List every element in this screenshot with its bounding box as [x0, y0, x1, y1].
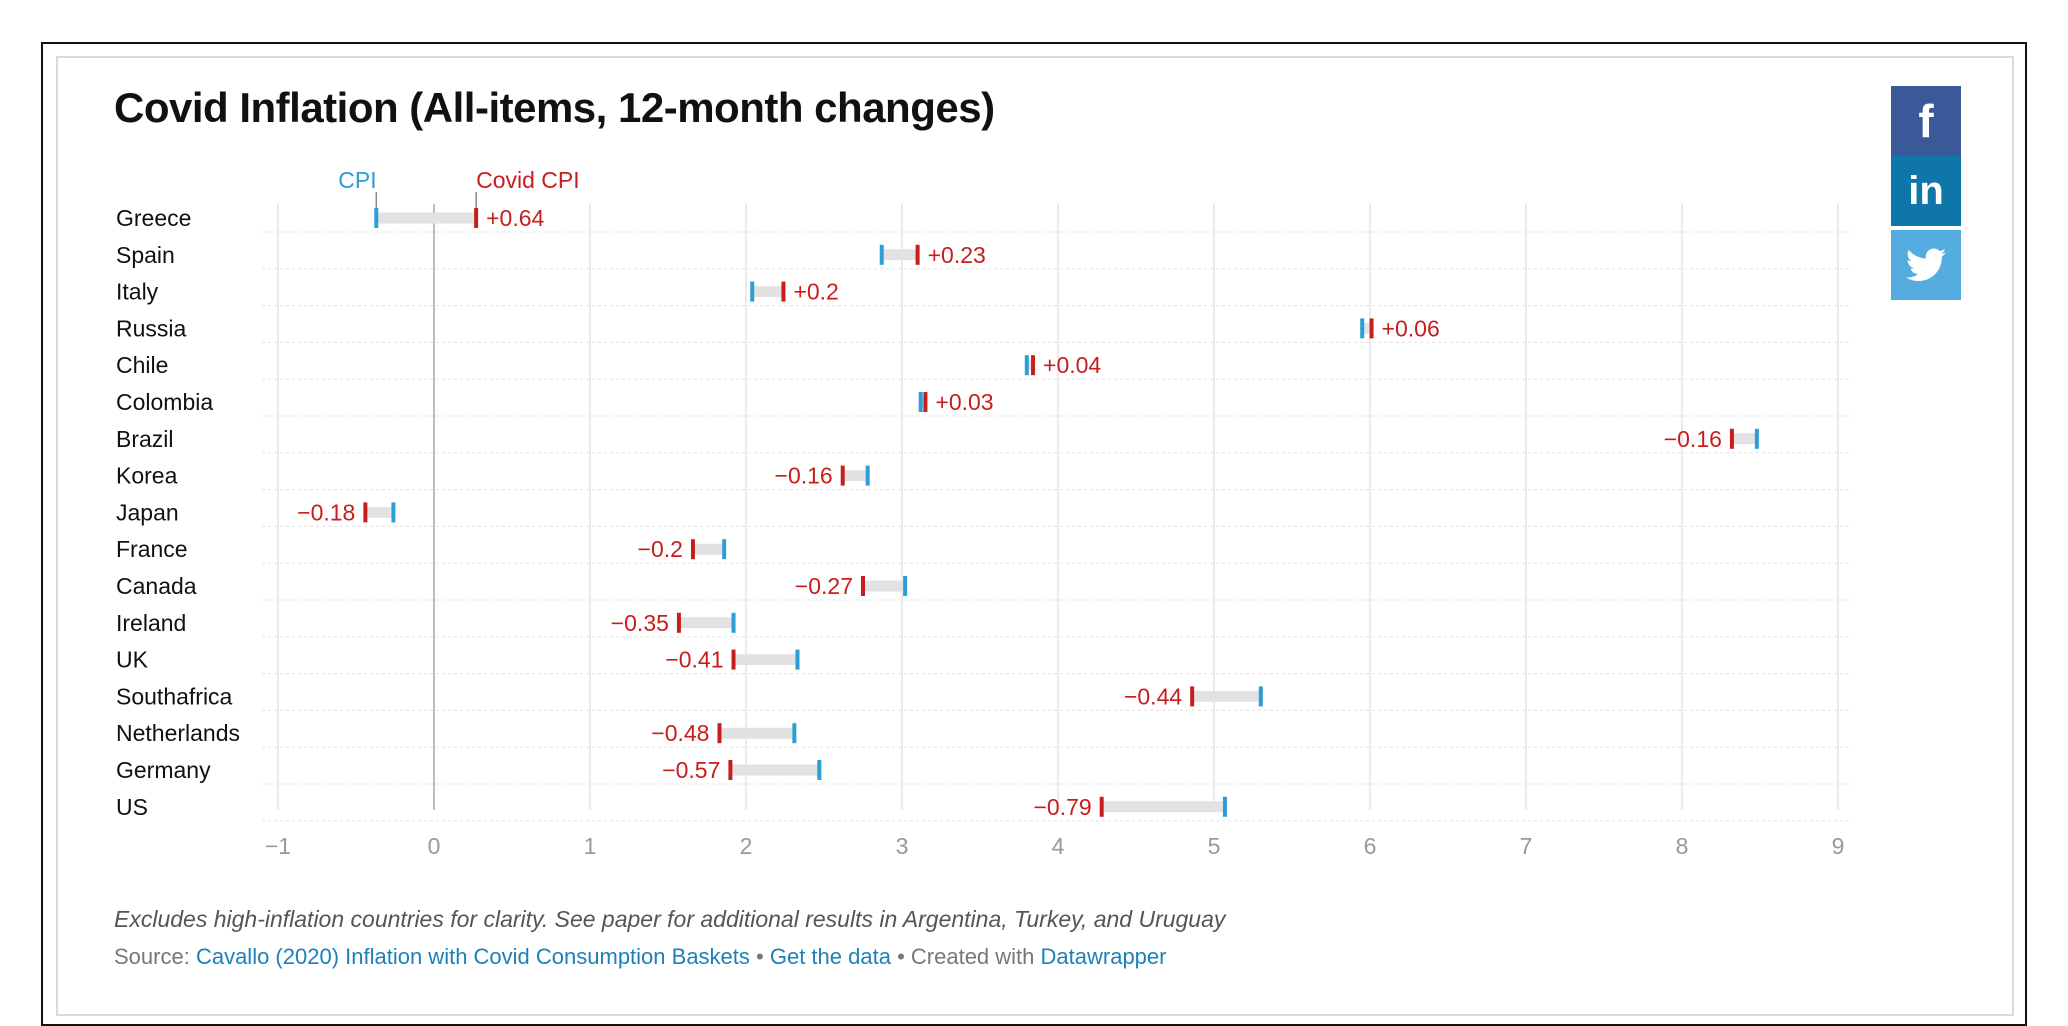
x-tick-label: 8 — [1676, 833, 1689, 859]
x-tick-label: 9 — [1832, 833, 1845, 859]
country-label: Chile — [116, 352, 168, 378]
difference-label: −0.48 — [651, 720, 709, 746]
chart-notes: Excludes high-inflation countries for cl… — [114, 906, 1226, 932]
facebook-share-button[interactable]: f — [1891, 86, 1961, 156]
difference-label: −0.44 — [1124, 683, 1182, 709]
x-tick-label: 1 — [584, 833, 597, 859]
separator: • — [756, 944, 764, 969]
x-tick-label: 2 — [740, 833, 753, 859]
difference-label: +0.23 — [928, 242, 986, 268]
difference-label: −0.41 — [665, 647, 723, 673]
country-label: Netherlands — [116, 720, 240, 746]
covid-legend-label: Covid CPI — [476, 167, 580, 193]
cpi-legend-label: CPI — [338, 167, 376, 193]
x-tick-label: 5 — [1208, 833, 1221, 859]
country-label: Greece — [116, 205, 191, 231]
difference-label: −0.35 — [611, 610, 669, 636]
twitter-share-button[interactable] — [1891, 230, 1961, 300]
country-label: Russia — [116, 315, 187, 341]
country-label: Southafrica — [116, 683, 233, 709]
country-label: Italy — [116, 279, 159, 305]
source-line: Source: Cavallo (2020) Inflation with Co… — [114, 944, 1166, 970]
difference-label: −0.79 — [1033, 794, 1091, 820]
difference-label: −0.18 — [297, 499, 355, 525]
country-label: Korea — [116, 463, 178, 489]
country-label: Ireland — [116, 610, 186, 636]
source-prefix: Source: — [114, 944, 190, 969]
difference-label: −0.2 — [638, 536, 683, 562]
difference-label: +0.04 — [1043, 352, 1101, 378]
outer-frame — [41, 42, 2027, 1026]
country-label: US — [116, 794, 148, 820]
difference-label: +0.06 — [1382, 315, 1440, 341]
country-label: Spain — [116, 242, 175, 268]
twitter-icon — [1906, 248, 1946, 281]
dumbbell-chart: −1 0 1 2 3 4 5 6 7 8 9 Greece +0.64 Spain +0.23 Italy +0… — [116, 167, 1852, 859]
source-link[interactable]: Cavallo (2020) Inflation with Covid Cons… — [195, 944, 750, 969]
difference-label: −0.27 — [795, 573, 853, 599]
get-data-link[interactable]: Get the data — [769, 944, 891, 969]
x-tick-label: 7 — [1520, 833, 1533, 859]
facebook-icon: f — [1918, 95, 1934, 147]
country-label: Colombia — [116, 389, 213, 415]
x-tick-label: 0 — [428, 833, 441, 859]
difference-label: −0.57 — [662, 757, 720, 783]
difference-label: −0.16 — [1664, 426, 1722, 452]
datawrapper-link[interactable]: Datawrapper — [1040, 944, 1167, 969]
chart-frame — [56, 56, 2014, 1016]
country-label: Germany — [116, 757, 211, 783]
chart-title: Covid Inflation (All-items, 12-month cha… — [114, 84, 995, 131]
x-tick-label: 3 — [896, 833, 909, 859]
linkedin-share-button[interactable]: in — [1891, 156, 1961, 226]
country-label: Brazil — [116, 426, 174, 452]
x-tick-label: −1 — [265, 833, 291, 859]
difference-label: +0.2 — [793, 279, 838, 305]
country-label: Japan — [116, 499, 179, 525]
country-label: France — [116, 536, 188, 562]
linkedin-icon: in — [1908, 168, 1944, 213]
difference-label: +0.64 — [486, 205, 544, 231]
country-label: Canada — [116, 573, 197, 599]
difference-label: +0.03 — [935, 389, 993, 415]
x-tick-label: 4 — [1052, 833, 1065, 859]
x-tick-label: 6 — [1364, 833, 1377, 859]
difference-label: −0.16 — [775, 463, 833, 489]
created-with-text: • Created with — [897, 944, 1035, 969]
country-label: UK — [116, 647, 149, 673]
